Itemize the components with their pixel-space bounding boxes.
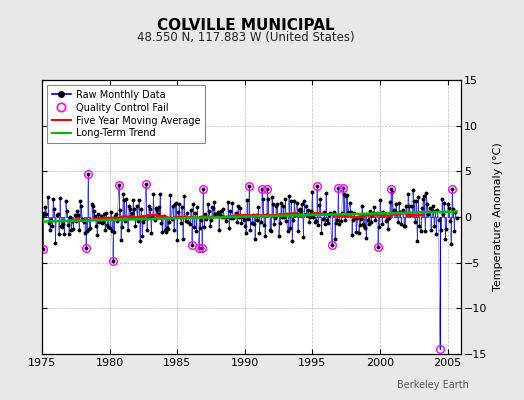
Y-axis label: Temperature Anomaly (°C): Temperature Anomaly (°C) xyxy=(493,143,503,291)
Text: 48.550 N, 117.883 W (United States): 48.550 N, 117.883 W (United States) xyxy=(137,32,355,44)
Text: Berkeley Earth: Berkeley Earth xyxy=(397,380,469,390)
Text: COLVILLE MUNICIPAL: COLVILLE MUNICIPAL xyxy=(158,18,335,33)
Legend: Raw Monthly Data, Quality Control Fail, Five Year Moving Average, Long-Term Tren: Raw Monthly Data, Quality Control Fail, … xyxy=(47,85,205,143)
